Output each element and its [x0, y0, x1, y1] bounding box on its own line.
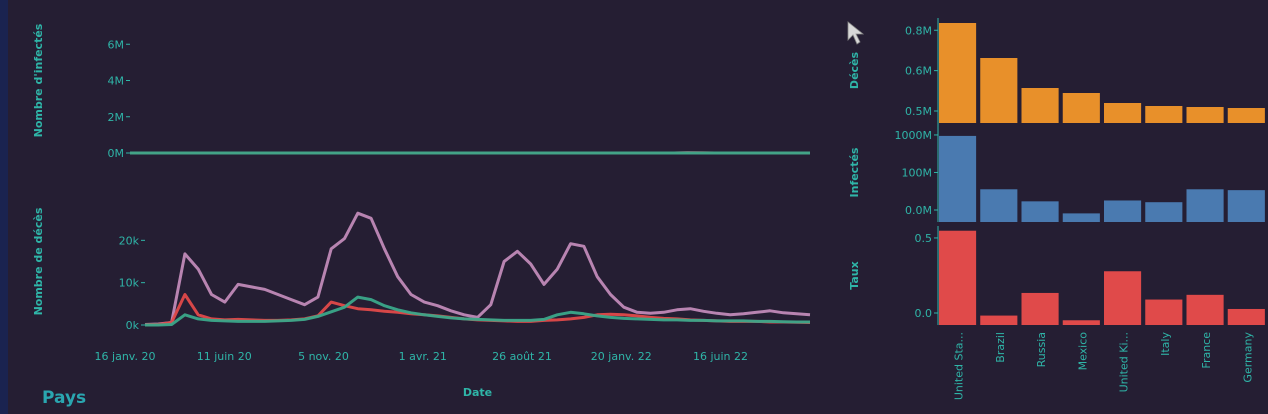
deaths-ytick-label: 20k [119, 234, 140, 247]
infected-ytick-label: 4M [108, 75, 125, 88]
infected-bars-ytick-label: 0.0M [905, 204, 932, 217]
deaths-bars-bar [980, 58, 1018, 123]
infected-ytick-label: 2M [108, 111, 125, 124]
deaths-xtick-label: 11 juin 20 [197, 350, 252, 363]
rate-bars-ytick-label: 0.5 [915, 232, 933, 245]
deaths-bars-bar [1186, 107, 1224, 123]
rate-bars-bar [1145, 299, 1183, 325]
deaths-bars-bar [1021, 88, 1059, 123]
deaths-xtick-label: 5 nov. 20 [298, 350, 349, 363]
infected-ylabel: Nombre d'infectés [32, 23, 45, 137]
deaths-xtick-label: 1 avr. 21 [399, 350, 447, 363]
pointer-cursor-icon [847, 21, 865, 45]
infected-bars-ytick-label: 1000M [895, 129, 933, 142]
infected-line-chart: 0M 2M 4M 6M Nombre d'infectés [32, 23, 810, 160]
rate-bars-bar [1227, 308, 1265, 325]
infected-bars-bar [1021, 201, 1059, 222]
left-edge-strip [0, 0, 8, 414]
deaths-bars-bar [1145, 106, 1183, 123]
country-bar-charts: 0.5M 0.6M 0.8M Décès 0.0M 100M 1000M Infectés 0.… [848, 18, 1265, 400]
rate-bars-bar [939, 230, 977, 325]
deaths-ytick-label: 0k [126, 319, 140, 332]
country-label: United Sta... [953, 332, 966, 400]
deaths-xtick-label: 26 août 21 [492, 350, 552, 363]
deaths-bars-ylabel: Décès [848, 51, 861, 89]
deaths-bars-bar [1104, 103, 1142, 123]
deaths-xtick-label: 20 janv. 22 [591, 350, 652, 363]
country-label: Brazil [994, 332, 1007, 363]
infected-bars-bar [1062, 213, 1100, 222]
rate-bars-bar [1104, 271, 1142, 325]
infected-bars-bar [980, 189, 1018, 222]
legend-title-pays: Pays [42, 388, 87, 408]
deaths-xtick-label: 16 janv. 20 [95, 350, 156, 363]
deaths-series-line-0 [144, 211, 811, 326]
infected-bars-bar [1145, 202, 1183, 222]
deaths-xtick-label: 16 juin 22 [693, 350, 748, 363]
country-label: Russia [1035, 332, 1048, 367]
deaths-bars-bar [1227, 108, 1265, 123]
country-label: France [1200, 332, 1213, 369]
deaths-ytick-label: 10k [119, 277, 140, 290]
deaths-bars-bar [939, 23, 977, 123]
infected-ytick-label: 6M [108, 38, 125, 51]
country-label: Mexico [1076, 332, 1089, 371]
deaths-ylabel: Nombre de décès [32, 207, 45, 315]
infected-bars-ylabel: Infectés [848, 147, 861, 197]
country-label: Italy [1159, 332, 1172, 356]
deaths-bars-ytick-label: 0.8M [905, 24, 932, 37]
rate-bars-bar [1062, 320, 1100, 325]
rate-bars-bar [1021, 292, 1059, 325]
infected-bars-bar [1104, 200, 1142, 222]
infected-bars-ytick-label: 100M [902, 166, 933, 179]
infected-ytick-label: 0M [108, 147, 125, 160]
deaths-bars-bar [1062, 93, 1100, 123]
deaths-bars-ytick-label: 0.5M [905, 105, 932, 118]
infected-bars-bar [1227, 190, 1265, 222]
infected-bars-bar [1186, 189, 1224, 222]
deaths-xlabel: Date [463, 386, 492, 399]
deaths-series-line-2 [145, 295, 810, 327]
country-label: Germany [1241, 332, 1254, 383]
infected-bars-bar [939, 135, 977, 222]
rate-bars-bar [1186, 294, 1224, 325]
country-label: United Ki... [1118, 332, 1131, 392]
deaths-line-chart: 0k 10k 20k Nombre de décès 16 janv. 20 11 jui… [32, 207, 811, 399]
deaths-bars-ytick-label: 0.6M [905, 65, 932, 78]
rate-bars-ylabel: Taux [848, 261, 861, 289]
rate-bars-ytick-label: 0.0 [915, 307, 933, 320]
rate-bars-bar [980, 315, 1018, 325]
